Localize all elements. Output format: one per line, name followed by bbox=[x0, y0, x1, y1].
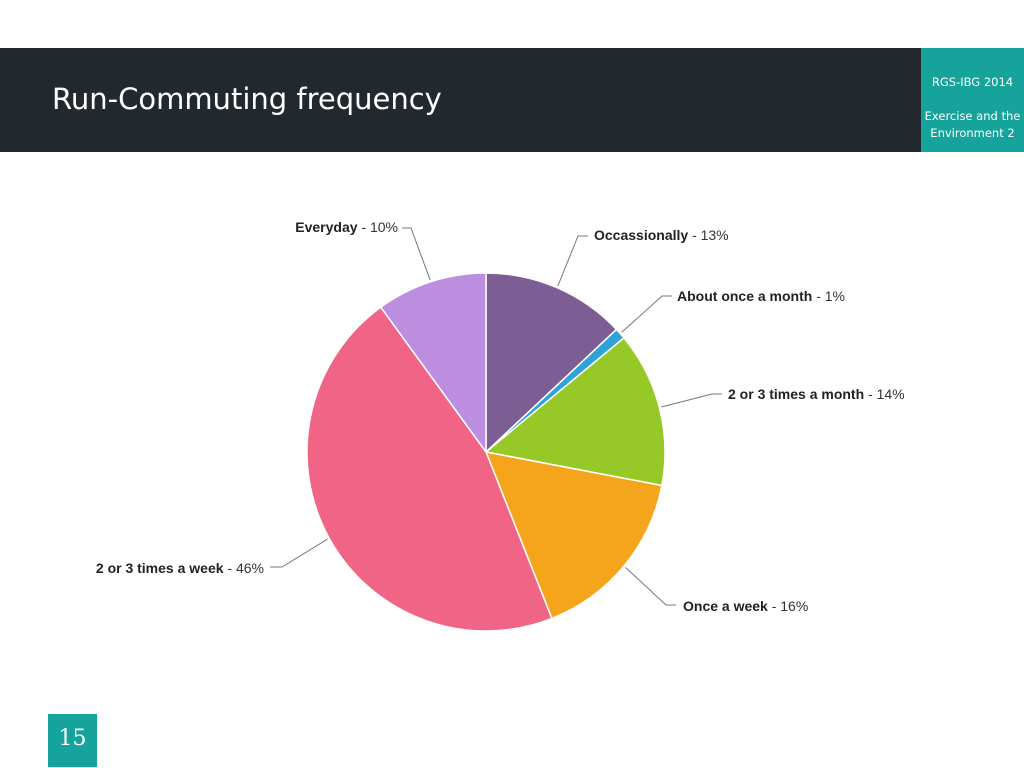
slice-label-percent: - 13% bbox=[692, 227, 729, 243]
slice-label-name: About once a month bbox=[677, 288, 816, 304]
slice-label: Once a week - 16% bbox=[683, 598, 808, 614]
slice-label: About once a month - 1% bbox=[677, 288, 845, 304]
slice-label-name: Occassionally bbox=[594, 227, 692, 243]
slice-label-name: Everyday bbox=[295, 219, 361, 235]
pie-slice bbox=[379, 272, 487, 455]
leader-line bbox=[270, 538, 328, 568]
pie-slice bbox=[485, 272, 618, 454]
leader-line bbox=[402, 227, 431, 281]
slice-label-name: 2 or 3 times a week bbox=[96, 560, 228, 576]
leader-line bbox=[661, 393, 722, 408]
slice-label-name: Once a week bbox=[683, 598, 772, 614]
slice-label-percent: - 16% bbox=[772, 598, 809, 614]
slice-label: 2 or 3 times a month - 14% bbox=[728, 386, 905, 402]
slice-label-percent: - 1% bbox=[816, 288, 845, 304]
slice-label-name: 2 or 3 times a month bbox=[728, 386, 868, 402]
pie-slice bbox=[484, 451, 663, 620]
page-number: 15 bbox=[48, 714, 97, 767]
slice-label-percent: - 46% bbox=[227, 560, 264, 576]
session-label: Exercise and the Environment 2 bbox=[924, 109, 1021, 140]
leader-line bbox=[557, 235, 588, 287]
slice-label-percent: - 14% bbox=[868, 386, 905, 402]
slice-label-percent: - 10% bbox=[361, 219, 398, 235]
pie-slice bbox=[306, 306, 553, 632]
header-bar bbox=[0, 48, 1024, 152]
slice-label: Everyday - 10% bbox=[295, 219, 398, 235]
conference-box: RGS-IBG 2014 Exercise and the Environmen… bbox=[921, 48, 1024, 152]
slice-label: 2 or 3 times a week - 46% bbox=[96, 560, 264, 576]
slice-label: Occassionally - 13% bbox=[594, 227, 729, 243]
leader-line bbox=[621, 295, 672, 333]
leader-line bbox=[625, 567, 676, 606]
slide-title: Run-Commuting frequency bbox=[52, 82, 442, 116]
conference-label: RGS-IBG 2014 bbox=[931, 75, 1014, 89]
pie-slice bbox=[484, 336, 666, 487]
